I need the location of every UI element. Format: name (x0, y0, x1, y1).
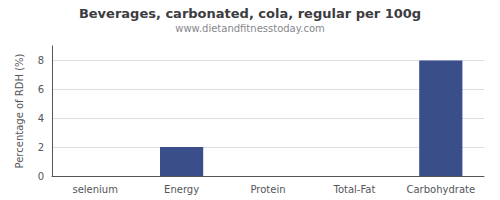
svg-text:8: 8 (38, 55, 44, 66)
svg-text:Beverages, carbonated, cola, r: Beverages, carbonated, cola, regular per… (79, 6, 421, 21)
svg-text:Energy: Energy (164, 184, 199, 195)
svg-text:Percentage of RDH (%): Percentage of RDH (%) (14, 53, 25, 168)
svg-text:Protein: Protein (250, 184, 285, 195)
svg-text:0: 0 (38, 171, 44, 182)
svg-text:Carbohydrate: Carbohydrate (406, 184, 475, 195)
svg-text:Total-Fat: Total-Fat (332, 184, 375, 195)
svg-text:2: 2 (38, 142, 44, 153)
svg-text:selenium: selenium (72, 184, 118, 195)
svg-text:6: 6 (38, 84, 44, 95)
svg-text:4: 4 (38, 113, 44, 124)
svg-text:www.dietandfitnesstoday.com: www.dietandfitnesstoday.com (175, 23, 324, 34)
